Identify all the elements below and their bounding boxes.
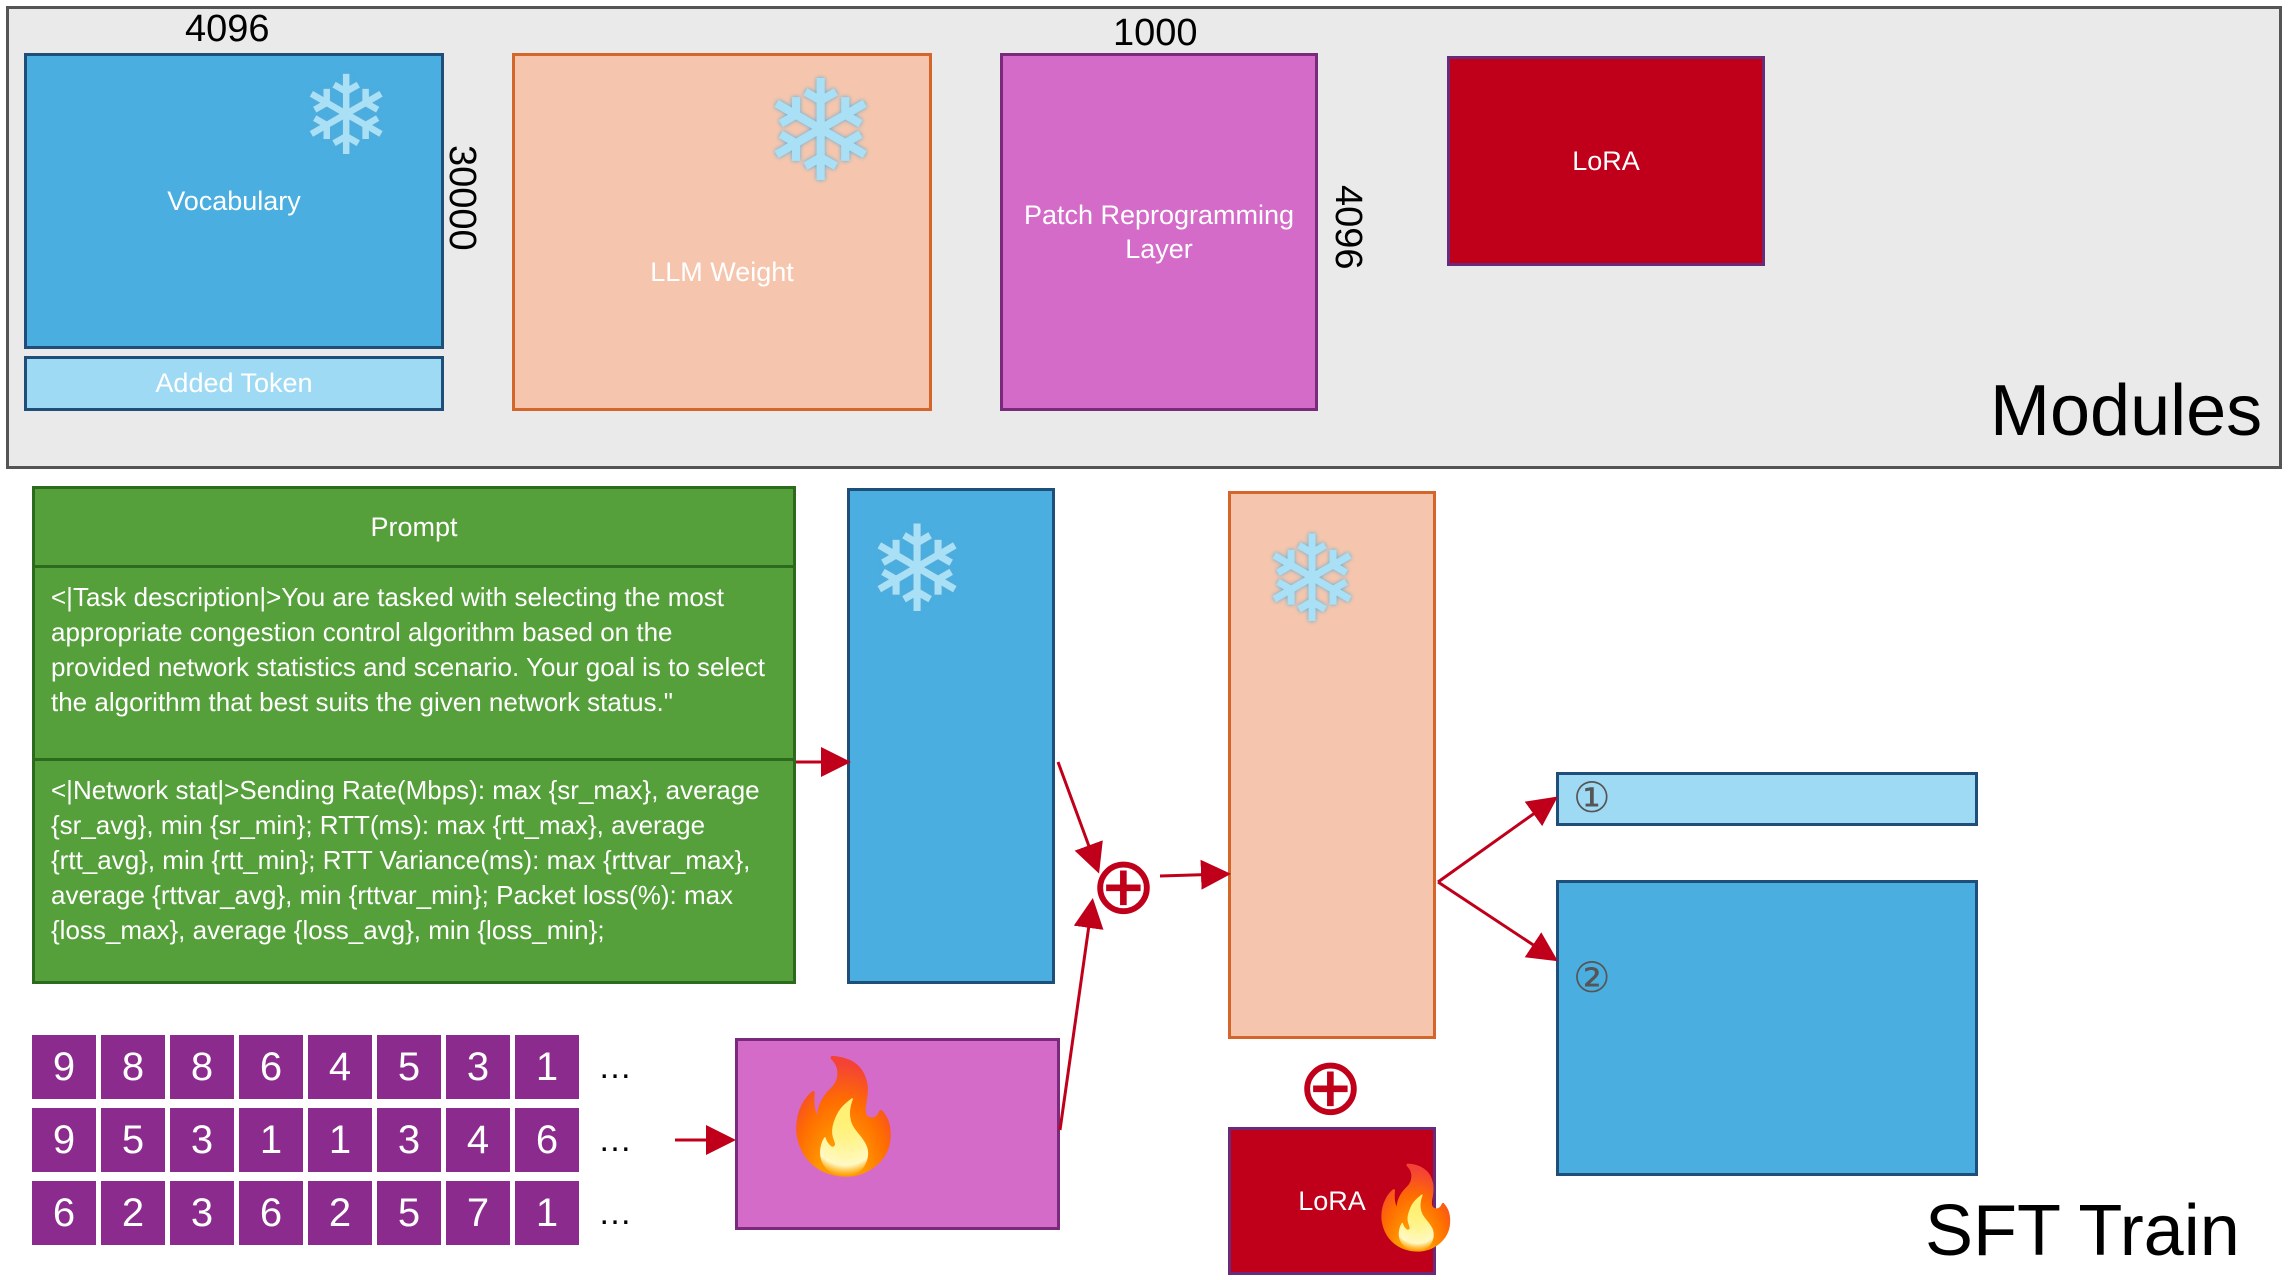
ellipsis: … [598, 1047, 632, 1086]
plus-lora-icon: ⊕ [1297, 1042, 1365, 1131]
sft-llm-weight-box [1228, 491, 1436, 1039]
snowflake-icon: ❄ [1262, 513, 1363, 647]
snowflake-icon: ❄ [300, 55, 393, 178]
arrow-llm-to-output-2 [1437, 880, 1559, 962]
number-cell: 4 [446, 1108, 510, 1172]
number-cell: 2 [101, 1181, 165, 1245]
number-cell: 2 [308, 1181, 372, 1245]
number-row: 9 5 3 1 1 3 4 6 … [32, 1108, 632, 1172]
arrow-plus-to-llm [1159, 859, 1231, 890]
patch-height-label: 4096 [1327, 185, 1369, 270]
number-cell: 1 [308, 1108, 372, 1172]
number-cell: 3 [377, 1108, 441, 1172]
number-cell: 9 [32, 1035, 96, 1099]
sft-train-title: SFT Train [1925, 1191, 2240, 1271]
vocabulary-box: Vocabulary [24, 53, 444, 349]
number-cell: 4 [308, 1035, 372, 1099]
number-cell: 5 [377, 1181, 441, 1245]
sft-lora-box: LoRA [1228, 1127, 1436, 1275]
sft-lora-label: LoRA [1298, 1185, 1366, 1216]
number-cell: 6 [239, 1181, 303, 1245]
number-cell: 1 [239, 1108, 303, 1172]
fire-icon: 🔥 [1366, 1163, 1466, 1252]
llm-weight-label: LLM Weight [650, 256, 794, 287]
number-cell: 1 [515, 1035, 579, 1099]
lora-module-box: LoRA [1447, 56, 1765, 266]
number-cell: 9 [32, 1108, 96, 1172]
prompt-network-stat: <|Network stat|>Sending Rate(Mbps): max … [32, 758, 796, 984]
arrow-llm-to-output-1 [1437, 796, 1558, 884]
arrow-vocab-to-plus [1056, 761, 1103, 874]
sft-patch-reprogramming-box [735, 1038, 1060, 1230]
number-cell: 3 [170, 1181, 234, 1245]
llm-weight-box: LLM Weight [512, 53, 932, 411]
number-cell: 8 [101, 1035, 165, 1099]
number-cell: 3 [170, 1108, 234, 1172]
vocab-width-label: 4096 [185, 8, 270, 50]
arrow-patch-to-plus [1058, 898, 1104, 1131]
added-token-label: Added Token [155, 368, 313, 398]
prompt-header-label: Prompt [370, 511, 458, 542]
snowflake-icon: ❄ [867, 503, 968, 637]
output-1-box: ① [1556, 772, 1978, 826]
output-2-label: ② [1573, 954, 1611, 1001]
ellipsis: … [598, 1120, 632, 1159]
modules-title: Modules [1990, 371, 2263, 451]
number-cell: 6 [32, 1181, 96, 1245]
patch-width-label: 1000 [1113, 12, 1198, 54]
number-grid: 9 8 8 6 4 5 3 1 … 9 5 3 1 1 3 4 6 … 6 2 … [32, 1035, 632, 1245]
snowflake-icon: ❄ [762, 53, 880, 210]
number-cell: 6 [239, 1035, 303, 1099]
ellipsis: … [598, 1193, 632, 1232]
number-row: 9 8 8 6 4 5 3 1 … [32, 1035, 632, 1099]
number-cell: 7 [446, 1181, 510, 1245]
added-token-box: Added Token [24, 356, 444, 411]
output-2-box: ② [1556, 880, 1978, 1176]
number-cell: 6 [515, 1108, 579, 1172]
prompt-task-description: <|Task description|>You are tasked with … [32, 565, 796, 761]
number-cell: 3 [446, 1035, 510, 1099]
number-cell: 1 [515, 1181, 579, 1245]
number-row: 6 2 3 6 2 5 7 1 … [32, 1181, 632, 1245]
sft-vocabulary-box [847, 488, 1055, 984]
number-cell: 5 [101, 1108, 165, 1172]
patch-reprogramming-box: Patch Reprogramming Layer [1000, 53, 1318, 411]
output-1-label: ① [1573, 774, 1611, 821]
number-cell: 8 [170, 1035, 234, 1099]
number-cell: 5 [377, 1035, 441, 1099]
patch-reprogramming-label: Patch Reprogramming Layer [1023, 200, 1295, 264]
fire-icon: 🔥 [775, 1055, 912, 1178]
vocab-height-label: 30000 [441, 145, 483, 251]
vocabulary-label: Vocabulary [167, 185, 301, 216]
lora-module-label: LoRA [1572, 145, 1640, 176]
